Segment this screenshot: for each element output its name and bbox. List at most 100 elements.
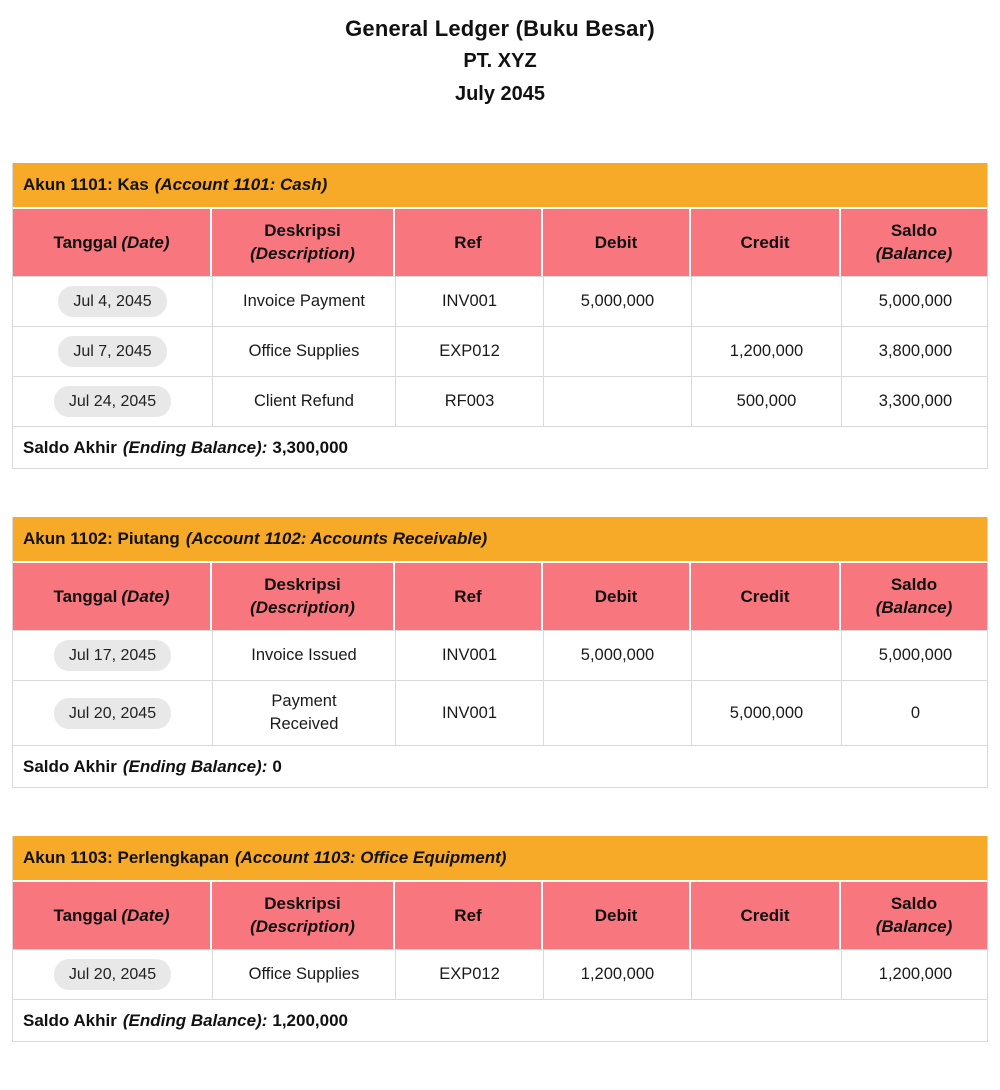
- ledger-row: Jul 4, 2045 Invoice Payment INV001 5,000,00…: [13, 276, 987, 326]
- balance-cell: 1,200,000: [841, 950, 989, 999]
- column-header-label: Saldo: [890, 575, 938, 594]
- ref-cell: EXP012: [395, 327, 543, 376]
- column-header-ref: Ref: [395, 882, 541, 949]
- description-cell: Invoice Issued: [212, 631, 395, 680]
- ending-balance-value: 0: [272, 756, 282, 776]
- credit-cell: 500,000: [691, 377, 841, 426]
- column-header-row: Tanggal (Date) Deskripsi (Description) Ref De…: [13, 561, 987, 630]
- debit-cell: [543, 377, 691, 426]
- balance-cell: 3,300,000: [841, 377, 989, 426]
- column-header-label: Tanggal: [53, 232, 118, 252]
- column-header-balance: Saldo (Balance): [841, 209, 987, 276]
- column-header-row: Tanggal (Date) Deskripsi (Description) Ref De…: [13, 207, 987, 276]
- column-header-row: Tanggal (Date) Deskripsi (Description) Ref De…: [13, 880, 987, 949]
- ending-balance-label-english: (Ending Balance):: [122, 756, 268, 776]
- table-body: Jul 20, 2045 Office Supplies EXP012 1,200,0…: [13, 949, 987, 999]
- ledger-row: Jul 20, 2045 Payment Received INV001 5,000,…: [13, 680, 987, 745]
- ending-balance-row: Saldo Akhir (Ending Balance): 3,300,000: [13, 426, 987, 468]
- balance-cell: 0: [841, 681, 989, 745]
- date-pill: Jul 4, 2045: [58, 286, 167, 317]
- column-header-sublabel: (Date): [121, 232, 170, 252]
- document-title-block: General Ledger (Buku Besar) PT. XYZ July…: [0, 12, 1000, 111]
- credit-cell: [691, 950, 841, 999]
- account-header-band: Akun 1101: Kas (Account 1101: Cash): [13, 163, 987, 207]
- column-header-date: Tanggal (Date): [13, 209, 210, 276]
- date-cell: Jul 20, 2045: [13, 681, 212, 745]
- account-title-english: (Account 1102: Accounts Receivable): [185, 529, 488, 548]
- column-header-debit: Debit: [543, 882, 689, 949]
- ending-balance-label: Saldo Akhir: [23, 756, 117, 776]
- column-header-credit: Credit: [691, 882, 839, 949]
- ref-cell: EXP012: [395, 950, 543, 999]
- column-header-label: Debit: [594, 232, 638, 252]
- column-header-label: Ref: [454, 232, 482, 252]
- column-header-sublabel: (Balance): [875, 244, 953, 263]
- debit-cell: 1,200,000: [543, 950, 691, 999]
- column-header-sublabel: (Date): [121, 905, 170, 925]
- balance-cell: 5,000,000: [841, 277, 989, 326]
- column-header-ref: Ref: [395, 563, 541, 630]
- column-header-label: Debit: [594, 905, 638, 925]
- account-title-english: (Account 1103: Office Equipment): [234, 848, 507, 867]
- column-header-label: Saldo: [890, 221, 938, 240]
- description-cell: Invoice Payment: [212, 277, 395, 326]
- debit-cell: 5,000,000: [543, 277, 691, 326]
- column-header-ref: Ref: [395, 209, 541, 276]
- page-title: General Ledger (Buku Besar): [345, 16, 655, 41]
- column-header-date: Tanggal (Date): [13, 563, 210, 630]
- date-cell: Jul 7, 2045: [13, 327, 212, 376]
- column-header-sublabel: (Description): [250, 917, 355, 936]
- column-header-label: Deskripsi: [264, 575, 341, 594]
- column-header-balance: Saldo (Balance): [841, 882, 987, 949]
- table-body: Jul 4, 2045 Invoice Payment INV001 5,000,00…: [13, 276, 987, 426]
- column-header-description: Deskripsi (Description): [212, 882, 393, 949]
- credit-cell: [691, 631, 841, 680]
- account-title: Akun 1102: Piutang: [23, 529, 180, 548]
- ending-balance-row: Saldo Akhir (Ending Balance): 1,200,000: [13, 999, 987, 1041]
- column-header-sublabel: (Balance): [875, 598, 953, 617]
- ledger-table: Akun 1102: Piutang (Account 1102: Accoun…: [12, 517, 988, 788]
- ledger-row: Jul 20, 2045 Office Supplies EXP012 1,200,0…: [13, 949, 987, 999]
- date-pill: Jul 24, 2045: [53, 386, 172, 417]
- ending-balance-label: Saldo Akhir: [23, 1010, 117, 1030]
- balance-cell: 5,000,000: [841, 631, 989, 680]
- column-header-balance: Saldo (Balance): [841, 563, 987, 630]
- date-pill: Jul 17, 2045: [53, 640, 172, 671]
- column-header-sublabel: (Balance): [875, 917, 953, 936]
- column-header-sublabel: (Description): [250, 244, 355, 263]
- column-header-credit: Credit: [691, 209, 839, 276]
- column-header-label: Tanggal: [53, 905, 118, 925]
- column-header-sublabel: (Description): [250, 598, 355, 617]
- column-header-label: Credit: [740, 586, 790, 606]
- column-header-date: Tanggal (Date): [13, 882, 210, 949]
- table-body: Jul 17, 2045 Invoice Issued INV001 5,000,00…: [13, 630, 987, 745]
- ledger-row: Jul 24, 2045 Client Refund RF003 500,000 3,3…: [13, 376, 987, 426]
- ledger-row: Jul 7, 2045 Office Supplies EXP012 1,200,00…: [13, 326, 987, 376]
- ledger-row: Jul 17, 2045 Invoice Issued INV001 5,000,00…: [13, 630, 987, 680]
- debit-cell: 5,000,000: [543, 631, 691, 680]
- ending-balance-value: 3,300,000: [272, 437, 348, 457]
- ending-balance-label: Saldo Akhir: [23, 437, 117, 457]
- account-title: Akun 1101: Kas: [23, 175, 149, 194]
- column-header-credit: Credit: [691, 563, 839, 630]
- column-header-debit: Debit: [543, 563, 689, 630]
- date-pill: Jul 20, 2045: [53, 959, 172, 990]
- ending-balance-label-english: (Ending Balance):: [122, 437, 268, 457]
- column-header-label: Credit: [740, 905, 790, 925]
- column-header-debit: Debit: [543, 209, 689, 276]
- period-label: July 2045: [454, 83, 546, 105]
- credit-cell: 5,000,000: [691, 681, 841, 745]
- date-cell: Jul 4, 2045: [13, 277, 212, 326]
- description-cell: Client Refund: [212, 377, 395, 426]
- ending-balance-value: 1,200,000: [272, 1010, 348, 1030]
- column-header-description: Deskripsi (Description): [212, 209, 393, 276]
- balance-cell: 3,800,000: [841, 327, 989, 376]
- column-header-label: Ref: [454, 905, 482, 925]
- date-pill: Jul 7, 2045: [58, 336, 167, 367]
- column-header-sublabel: (Date): [121, 586, 170, 606]
- description-cell: Payment Received: [212, 681, 395, 745]
- column-header-label: Credit: [740, 232, 790, 252]
- column-header-label: Tanggal: [53, 586, 118, 606]
- ref-cell: INV001: [395, 631, 543, 680]
- column-header-label: Ref: [454, 586, 482, 606]
